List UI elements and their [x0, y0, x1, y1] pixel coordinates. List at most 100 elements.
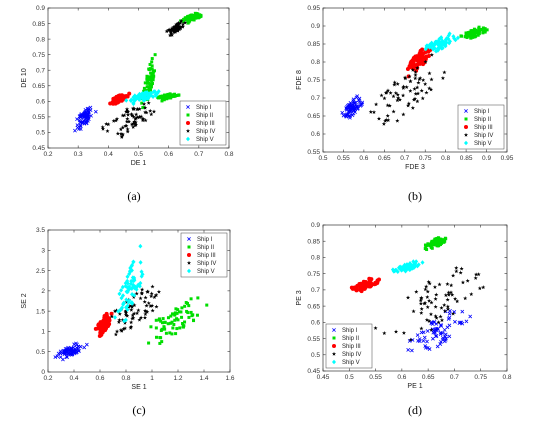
data-point	[411, 97, 417, 102]
legend-entry: Ship III	[196, 121, 215, 127]
data-point	[142, 89, 146, 93]
series-ship-i	[73, 105, 98, 133]
data-point	[416, 338, 420, 343]
data-point	[428, 87, 434, 92]
data-point	[476, 33, 480, 37]
legend: Ship I Ship II Ship III Ship IV Ship V	[179, 100, 227, 146]
legend-entry: Ship V	[342, 360, 360, 366]
data-point	[139, 274, 144, 279]
data-point	[142, 101, 147, 106]
data-point	[447, 311, 452, 316]
data-point	[478, 29, 482, 33]
x-tick-label: 0.6	[359, 155, 368, 162]
data-point	[392, 82, 397, 87]
data-point	[144, 110, 149, 115]
data-point	[166, 93, 170, 97]
data-point	[467, 33, 471, 37]
data-point	[149, 325, 153, 329]
data-point	[436, 326, 440, 331]
data-point	[381, 121, 387, 126]
data-point	[424, 284, 429, 289]
data-point	[174, 25, 179, 30]
data-point	[413, 76, 418, 81]
data-point	[344, 106, 349, 110]
legend-entry: Ship III	[197, 253, 216, 259]
y-tick-label: 0.5	[311, 352, 320, 359]
data-point	[430, 243, 434, 247]
data-point	[434, 48, 439, 54]
data-point	[455, 35, 460, 41]
data-point	[149, 112, 154, 117]
data-point	[127, 298, 132, 303]
data-point	[146, 100, 151, 105]
data-point	[408, 337, 413, 342]
data-point	[143, 295, 148, 300]
data-point	[117, 317, 122, 322]
data-point	[159, 319, 163, 323]
data-point	[433, 314, 438, 318]
y-tick-label: 0.95	[307, 5, 320, 12]
data-point	[363, 282, 368, 287]
data-point	[148, 303, 153, 308]
data-point	[435, 241, 439, 245]
data-point	[481, 285, 486, 290]
data-point	[401, 330, 407, 335]
data-point	[450, 292, 455, 297]
data-point	[127, 303, 132, 308]
data-point	[116, 309, 121, 314]
series-ship-v	[423, 31, 460, 54]
data-point	[458, 320, 462, 325]
data-point	[176, 308, 180, 312]
data-point	[356, 104, 360, 109]
data-point	[391, 269, 396, 274]
data-point	[135, 115, 140, 120]
data-point	[147, 341, 151, 345]
legend-marker	[331, 351, 337, 356]
data-point	[474, 272, 479, 277]
data-point	[125, 285, 130, 290]
data-point	[141, 97, 146, 103]
series-ship-iv	[100, 18, 188, 139]
data-point	[454, 269, 459, 274]
y-tick-label: 0.6	[311, 320, 320, 327]
data-point	[445, 297, 450, 302]
data-point	[384, 117, 389, 122]
x-tick-label: 0.4	[104, 151, 113, 158]
data-point	[430, 322, 435, 326]
data-point	[344, 112, 349, 117]
data-point	[125, 109, 131, 114]
data-point	[439, 324, 444, 328]
data-point	[166, 316, 170, 320]
y-tick-label: 0.6	[36, 99, 45, 106]
data-point	[442, 327, 447, 332]
data-point	[432, 239, 436, 243]
x-tick-label: 0.5	[345, 374, 354, 381]
x-tick-label: 0.5	[318, 155, 327, 162]
data-point	[122, 326, 128, 331]
data-point	[165, 97, 169, 101]
data-point	[428, 312, 434, 317]
y-tick-label: 0.5	[36, 130, 45, 137]
data-point	[442, 302, 447, 307]
data-point	[120, 132, 126, 137]
data-point	[189, 310, 193, 314]
data-point	[427, 71, 432, 76]
data-point	[169, 314, 173, 318]
data-point	[84, 342, 89, 347]
data-point	[436, 320, 441, 325]
data-point	[451, 273, 456, 278]
data-point	[418, 301, 424, 306]
data-point	[173, 28, 178, 33]
data-point	[347, 110, 351, 115]
data-point	[144, 89, 148, 93]
panel-label: (c)	[132, 403, 145, 417]
data-point	[481, 31, 485, 35]
legend-entry: Ship II	[197, 245, 214, 251]
data-point	[145, 77, 149, 81]
x-tick-label: 0.65	[422, 374, 435, 381]
data-point	[168, 321, 172, 325]
data-point	[126, 304, 131, 309]
data-point	[444, 35, 449, 41]
y-tick-label: 0.45	[307, 368, 320, 375]
data-point	[358, 286, 363, 291]
